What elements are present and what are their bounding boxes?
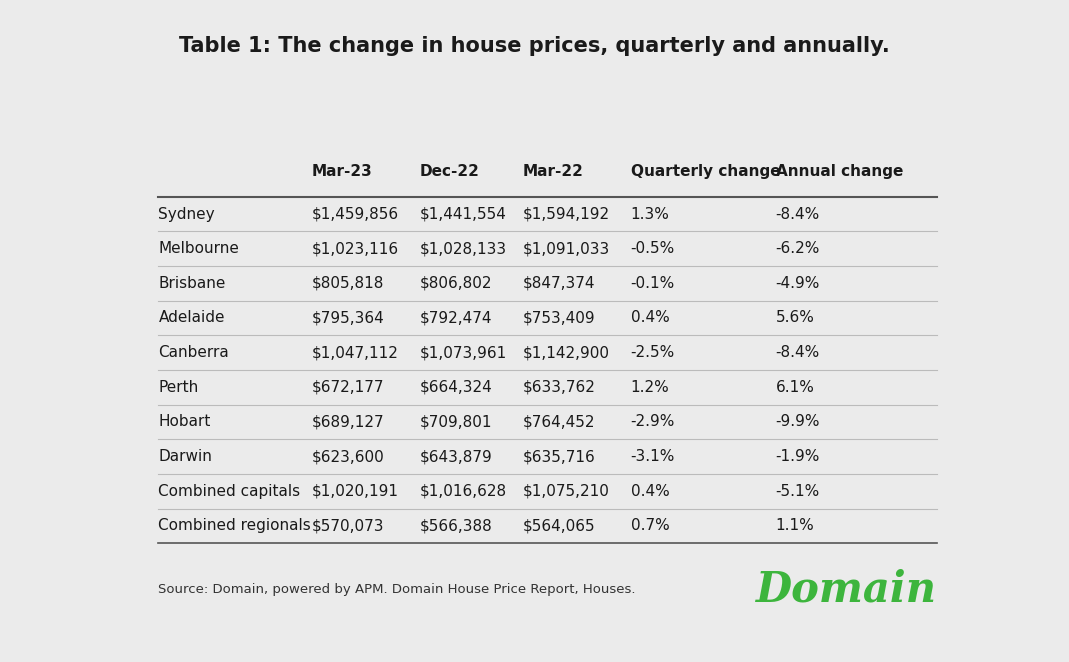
Text: -9.9%: -9.9%: [776, 414, 820, 430]
Text: $672,177: $672,177: [312, 380, 384, 395]
Text: $753,409: $753,409: [523, 310, 595, 326]
Text: $805,818: $805,818: [312, 276, 384, 291]
Text: Melbourne: Melbourne: [158, 241, 239, 256]
Text: $689,127: $689,127: [312, 414, 385, 430]
Text: $1,073,961: $1,073,961: [419, 345, 507, 360]
Text: $564,065: $564,065: [523, 518, 595, 534]
Text: Sydney: Sydney: [158, 207, 215, 222]
Text: $806,802: $806,802: [419, 276, 492, 291]
Text: -5.1%: -5.1%: [776, 484, 820, 498]
Text: -8.4%: -8.4%: [776, 345, 820, 360]
Text: 1.3%: 1.3%: [631, 207, 669, 222]
Text: -2.5%: -2.5%: [631, 345, 675, 360]
Text: Quarterly change: Quarterly change: [631, 164, 780, 179]
Text: 0.4%: 0.4%: [631, 310, 669, 326]
Text: 1.2%: 1.2%: [631, 380, 669, 395]
Text: Perth: Perth: [158, 380, 199, 395]
Text: $633,762: $633,762: [523, 380, 595, 395]
Text: $566,388: $566,388: [419, 518, 492, 534]
Text: $623,600: $623,600: [312, 449, 385, 464]
Text: 6.1%: 6.1%: [776, 380, 815, 395]
Text: Combined capitals: Combined capitals: [158, 484, 300, 498]
Text: $664,324: $664,324: [419, 380, 492, 395]
Text: $1,016,628: $1,016,628: [419, 484, 507, 498]
Text: -4.9%: -4.9%: [776, 276, 820, 291]
Text: -2.9%: -2.9%: [631, 414, 676, 430]
Text: $1,023,116: $1,023,116: [312, 241, 399, 256]
Text: Mar-22: Mar-22: [523, 164, 584, 179]
Text: $764,452: $764,452: [523, 414, 595, 430]
Text: Brisbane: Brisbane: [158, 276, 226, 291]
Text: $847,374: $847,374: [523, 276, 595, 291]
Text: Canberra: Canberra: [158, 345, 229, 360]
Text: $570,073: $570,073: [312, 518, 384, 534]
Text: $1,028,133: $1,028,133: [419, 241, 507, 256]
Text: 1.1%: 1.1%: [776, 518, 815, 534]
Text: -3.1%: -3.1%: [631, 449, 676, 464]
Text: Source: Domain, powered by APM. Domain House Price Report, Houses.: Source: Domain, powered by APM. Domain H…: [158, 583, 636, 596]
Text: 0.7%: 0.7%: [631, 518, 669, 534]
Text: $1,047,112: $1,047,112: [312, 345, 399, 360]
Text: $1,459,856: $1,459,856: [312, 207, 399, 222]
Text: $635,716: $635,716: [523, 449, 595, 464]
Text: $1,594,192: $1,594,192: [523, 207, 610, 222]
Text: Hobart: Hobart: [158, 414, 211, 430]
Text: Combined regionals: Combined regionals: [158, 518, 311, 534]
Text: $1,142,900: $1,142,900: [523, 345, 610, 360]
Text: $1,091,033: $1,091,033: [523, 241, 610, 256]
Text: $1,441,554: $1,441,554: [419, 207, 507, 222]
Text: -8.4%: -8.4%: [776, 207, 820, 222]
Text: -1.9%: -1.9%: [776, 449, 820, 464]
Text: Annual change: Annual change: [776, 164, 903, 179]
Text: 0.4%: 0.4%: [631, 484, 669, 498]
Text: Dec-22: Dec-22: [419, 164, 479, 179]
Text: Table 1: The change in house prices, quarterly and annually.: Table 1: The change in house prices, qua…: [180, 36, 889, 56]
Text: Darwin: Darwin: [158, 449, 213, 464]
Text: $1,075,210: $1,075,210: [523, 484, 610, 498]
Text: -6.2%: -6.2%: [776, 241, 820, 256]
Text: $709,801: $709,801: [419, 414, 492, 430]
Text: $792,474: $792,474: [419, 310, 492, 326]
Text: -0.1%: -0.1%: [631, 276, 675, 291]
Text: $1,020,191: $1,020,191: [312, 484, 399, 498]
Text: $795,364: $795,364: [312, 310, 385, 326]
Text: -0.5%: -0.5%: [631, 241, 675, 256]
Text: Domain: Domain: [756, 568, 938, 610]
Text: $643,879: $643,879: [419, 449, 492, 464]
Text: Mar-23: Mar-23: [312, 164, 372, 179]
Text: 5.6%: 5.6%: [776, 310, 815, 326]
Text: Adelaide: Adelaide: [158, 310, 224, 326]
